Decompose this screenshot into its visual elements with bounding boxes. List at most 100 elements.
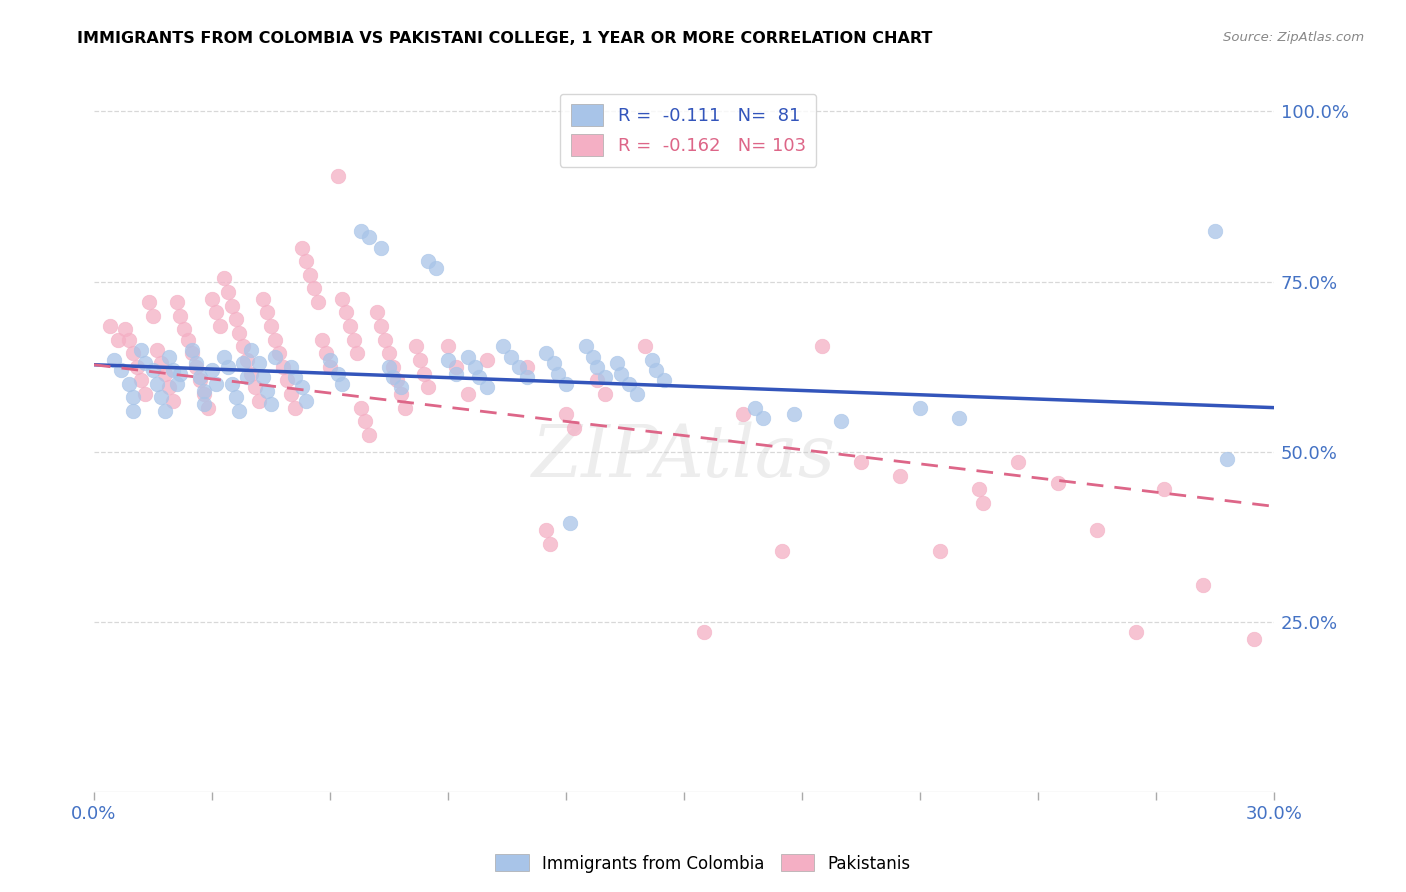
Point <box>477 353 499 368</box>
Point <box>181 343 204 357</box>
Point <box>593 370 616 384</box>
Point <box>1192 577 1215 591</box>
Point <box>280 359 302 374</box>
Point <box>240 343 263 357</box>
Point <box>413 367 436 381</box>
Point <box>197 401 219 415</box>
Point <box>437 353 460 368</box>
Point <box>291 241 314 255</box>
Legend: R =  -0.111   N=  81, R =  -0.162   N= 103: R = -0.111 N= 81, R = -0.162 N= 103 <box>560 94 817 167</box>
Point <box>201 292 224 306</box>
Point <box>464 359 486 374</box>
Point <box>142 309 165 323</box>
Point <box>181 346 204 360</box>
Point <box>536 346 558 360</box>
Point <box>98 318 121 333</box>
Point <box>554 408 576 422</box>
Point <box>232 356 254 370</box>
Point <box>645 363 668 377</box>
Point <box>114 322 136 336</box>
Point <box>162 363 184 377</box>
Point <box>236 353 259 368</box>
Point <box>554 376 576 391</box>
Point <box>389 387 412 401</box>
Point <box>908 401 931 415</box>
Point <box>346 346 368 360</box>
Point <box>134 387 156 401</box>
Point <box>641 353 664 368</box>
Point <box>267 346 290 360</box>
Text: Source: ZipAtlas.com: Source: ZipAtlas.com <box>1223 31 1364 45</box>
Point <box>972 496 994 510</box>
Point <box>385 373 408 387</box>
Point <box>359 230 381 244</box>
Point <box>374 333 396 347</box>
Point <box>122 346 145 360</box>
Point <box>118 333 141 347</box>
Point <box>271 359 294 374</box>
Point <box>610 367 633 381</box>
Point <box>280 387 302 401</box>
Point <box>319 359 342 374</box>
Point <box>283 370 305 384</box>
Point <box>342 333 364 347</box>
Point <box>381 359 404 374</box>
Point <box>586 359 609 374</box>
Point <box>370 241 392 255</box>
Point <box>562 421 585 435</box>
Text: IMMIGRANTS FROM COLOMBIA VS PAKISTANI COLLEGE, 1 YEAR OR MORE CORRELATION CHART: IMMIGRANTS FROM COLOMBIA VS PAKISTANI CO… <box>77 31 932 46</box>
Point <box>188 373 211 387</box>
Point <box>477 380 499 394</box>
Point <box>536 523 558 537</box>
Point <box>166 376 188 391</box>
Point <box>232 339 254 353</box>
Point <box>142 363 165 377</box>
Point <box>193 387 215 401</box>
Point <box>783 408 806 422</box>
Point <box>928 543 950 558</box>
Point <box>283 401 305 415</box>
Point <box>378 346 401 360</box>
Point <box>201 363 224 377</box>
Point <box>606 356 628 370</box>
Point <box>830 414 852 428</box>
Point <box>118 376 141 391</box>
Point <box>247 393 270 408</box>
Point <box>153 404 176 418</box>
Point <box>193 397 215 411</box>
Point <box>260 397 283 411</box>
Point <box>1215 451 1237 466</box>
Point <box>236 370 259 384</box>
Point <box>208 318 231 333</box>
Point <box>138 295 160 310</box>
Point <box>499 350 522 364</box>
Point <box>107 333 129 347</box>
Point <box>295 393 318 408</box>
Point <box>186 359 208 374</box>
Point <box>444 367 467 381</box>
Point <box>378 359 401 374</box>
Point <box>302 281 325 295</box>
Point <box>260 318 283 333</box>
Point <box>256 305 278 319</box>
Point <box>166 295 188 310</box>
Point <box>186 356 208 370</box>
Point <box>149 356 172 370</box>
Point <box>299 268 322 282</box>
Point <box>228 404 250 418</box>
Point <box>315 346 337 360</box>
Point <box>212 271 235 285</box>
Point <box>205 376 228 391</box>
Point <box>217 285 239 299</box>
Point <box>252 370 274 384</box>
Point <box>330 376 353 391</box>
Point <box>692 625 714 640</box>
Point <box>1007 455 1029 469</box>
Point <box>295 254 318 268</box>
Point <box>193 384 215 398</box>
Point <box>335 305 357 319</box>
Point <box>291 380 314 394</box>
Point <box>418 380 440 394</box>
Point <box>1204 224 1226 238</box>
Point <box>516 370 538 384</box>
